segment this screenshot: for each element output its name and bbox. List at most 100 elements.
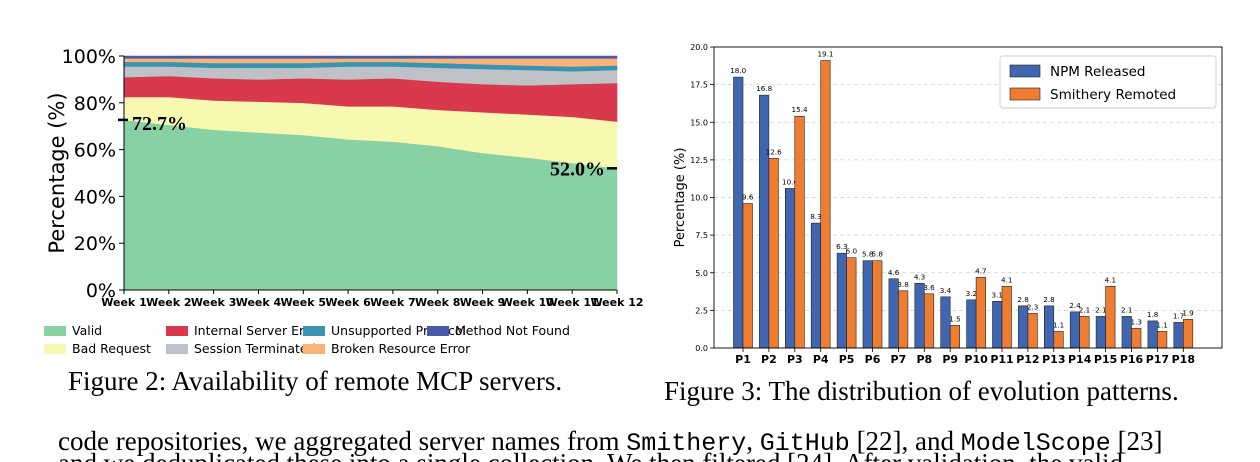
modelscope-code-term: ModelScope [960,429,1111,458]
y-tick-label: 17.5 [690,81,708,90]
bar-smithery [846,257,857,349]
bar-value-label: 4.7 [975,266,986,275]
bar-smithery [1053,331,1064,349]
bar-smithery [898,290,909,349]
legend-swatch [1009,87,1041,101]
bar-npm [966,299,977,349]
legend-label: Broken Resource Error [331,341,471,356]
bar-value-label: 3.8 [897,280,909,289]
y-axis-title: Percentage (%) [673,148,688,248]
bar-value-label: 2.1 [1121,305,1132,314]
smithery-code-term: Smithery [626,429,747,458]
bar-value-label: 2.3 [1027,302,1038,311]
figure2-area-chart: 0%20%40%60%80%100%Percentage (%)Week 1 We… [44,46,644,356]
y-tick-label: 7.5 [695,231,708,240]
bar-value-label: 5.8 [872,250,884,259]
legend-swatch [303,326,325,336]
x-tick-label: Week 12 [590,296,643,309]
bar-npm [733,76,744,349]
bar-npm [836,252,847,349]
y-tick-label: 12.5 [690,156,708,165]
bar-smithery [949,325,961,349]
x-tick-label: Week 8 [415,296,460,309]
x-tick-label: Week 3 [191,296,236,309]
figure2-area-layers [123,55,618,291]
bar-smithery [794,115,805,349]
legend-label: NPM Released [1050,64,1146,80]
bar-smithery [923,293,935,349]
figure3-bar-chart: 18.09.616.812.610.615.48.319.16.36.0 5.85… [673,43,1223,366]
bar-value-label: 3.1 [992,290,1003,299]
legend-swatch [44,344,66,354]
x-tick-label: P15 [1094,353,1117,366]
bar-value-label: 1.5 [949,314,960,323]
x-tick-label: P5 [839,353,855,366]
legend-label: Method Not Found [455,323,570,338]
x-tick-label: P10 [964,353,988,366]
bar-value-label: 3.6 [923,283,935,292]
bar-npm [1095,316,1106,349]
bar-value-label: 1.7 [1173,311,1184,320]
y-tick-label: 2.5 [695,306,708,315]
bar-value-label: 12.6 [766,147,782,156]
bar-smithery [1157,331,1168,349]
x-tick-label: Week 5 [281,296,326,309]
bar-npm [1069,311,1080,349]
x-tick-label: Week 4 [236,296,282,309]
bar-value-label: 8.3 [810,212,821,221]
x-tick-label: P3 [787,353,803,366]
figure3-legend: NPM Released Smithery Remoted [999,55,1217,109]
x-tick-label: Week 2 [146,296,191,309]
figure3-axes: 0.0 2.5 5.0 7.5 10.0 12.5 15.0 17.5 20.0 Percenta… [673,43,1223,366]
bar-npm [914,282,925,349]
legend-swatch [427,326,449,336]
bar-value-label: 18.0 [730,66,746,75]
bar-value-label: 4.1 [1001,275,1012,284]
y-tick-label: 5.0 [695,269,708,278]
bar-value-label: 5.8 [862,250,874,259]
bar-npm [992,301,1003,349]
bar-value-label: 2.8 [1043,295,1055,304]
bar-npm [1018,305,1029,349]
y-tick-label: 60% [74,140,116,162]
y-axis-title: Percentage (%) [45,92,69,253]
bar-smithery [1027,313,1038,349]
x-tick-label: P12 [1016,353,1039,366]
x-tick-label: Week 6 [325,296,371,309]
bar-npm [888,278,899,349]
x-tick-label: Week 9 [460,296,505,309]
bar-value-label: 2.4 [1069,301,1081,310]
body-text-segment: [23] [1110,426,1163,456]
bar-value-label: 4.3 [914,272,925,281]
legend-label: Session Terminated [194,341,316,356]
x-tick-label: P8 [916,353,932,366]
body-text-segment: , [746,426,760,456]
bar-value-label: 4.6 [888,268,900,277]
legend-swatch [44,326,66,336]
bar-value-label: 9.6 [742,193,754,202]
y-tick-label: 15.0 [690,118,708,127]
bar-smithery [872,260,883,349]
x-tick-label: P9 [942,353,958,366]
y-tick-label: 20% [74,233,116,255]
bar-value-label: 6.0 [846,247,858,256]
x-tick-label: Week 1 [101,296,146,309]
x-tick-label: Week 11 [546,296,599,309]
x-tick-label: P13 [1042,353,1065,366]
bar-value-label: 15.4 [792,105,808,114]
y-tick-label: 40% [74,186,116,208]
x-tick-label: P6 [865,353,881,366]
bar-smithery [1079,316,1090,349]
figure3-caption: Figure 3: The distribution of evolution … [664,376,1179,406]
bar-value-label: 1.1 [1156,320,1167,329]
bar-value-label: 2.1 [1095,305,1106,314]
bar-value-label: 1.8 [1147,310,1159,319]
bar-value-label: 1.9 [1182,308,1194,317]
x-tick-label: P14 [1068,353,1092,366]
bar-value-label: 3.4 [940,286,952,295]
bar-value-label: 2.1 [1079,305,1090,314]
y-tick-label: 0% [86,280,116,302]
body-text-segment: code repositories, we aggregated server … [58,426,627,456]
bar-npm [1173,322,1184,349]
